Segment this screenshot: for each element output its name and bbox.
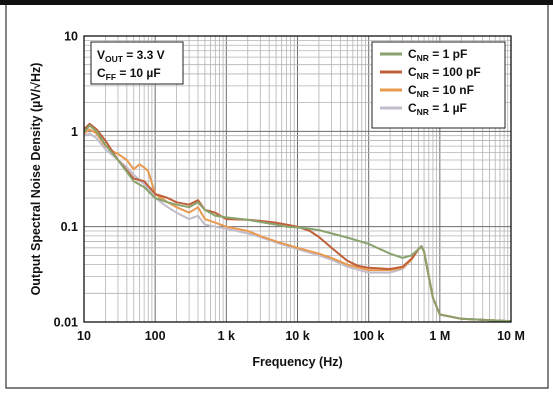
figure-frame	[5, 5, 549, 389]
y-tick-labels: 0.01 0.1 1 10	[54, 30, 78, 330]
plot-border	[83, 35, 512, 323]
x-tick-label: 10 M	[497, 329, 525, 343]
x-axis-label: Frequency (Hz)	[252, 355, 342, 369]
annotation-cff: CFF = 10 µF	[97, 66, 161, 82]
annotation-box: VOUT = 3.3 V CFF = 10 µF	[90, 41, 184, 85]
top-border-bar	[0, 0, 553, 5]
annotation-vout: VOUT = 3.3 V	[97, 48, 165, 64]
x-tick-label: 100	[145, 329, 166, 343]
series-line	[83, 124, 512, 323]
x-tick-label: 100 k	[353, 329, 384, 343]
x-tick-label: 1 M	[429, 329, 450, 343]
legend-label: CNR = 1 µF	[408, 101, 467, 117]
y-tick-label: 1	[71, 125, 78, 139]
legend-label: CNR = 100 pF	[408, 65, 481, 81]
y-tick-label: 10	[64, 30, 78, 44]
legend-label: CNR = 1 pF	[408, 47, 467, 63]
x-tick-label: 1 k	[218, 329, 235, 343]
y-tick-label: 0.1	[61, 220, 78, 234]
legend-label: CNR = 10 nF	[408, 83, 474, 99]
legend: CNR = 1 pF CNR = 100 pF CNR = 10 nF CNR = 1…	[371, 41, 506, 129]
x-tick-label: 10 k	[285, 329, 309, 343]
y-axis-label: Output Spectral Noise Density (µV/√Hz)	[29, 63, 43, 296]
x-tick-label: 10	[77, 329, 91, 343]
series-layer	[83, 122, 512, 323]
x-tick-labels: 10 100 1 k 10 k 100 k 1 M 10 M	[77, 329, 525, 343]
y-tick-label: 0.01	[54, 316, 78, 330]
